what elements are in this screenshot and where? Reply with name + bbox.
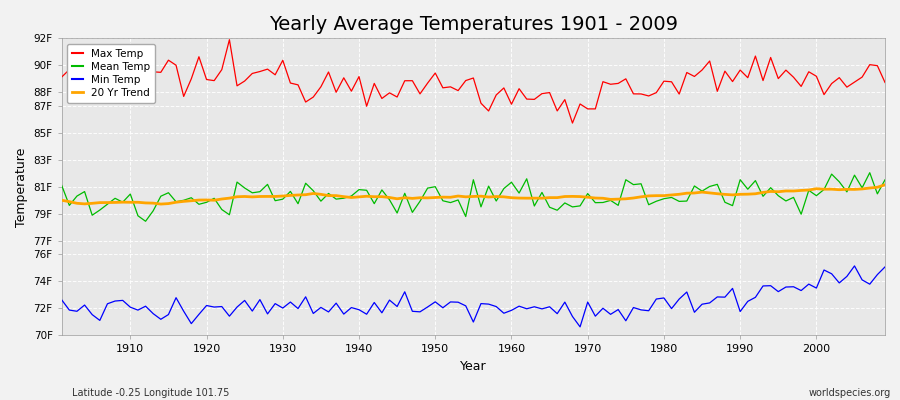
Text: worldspecies.org: worldspecies.org: [809, 388, 891, 398]
Title: Yearly Average Temperatures 1901 - 2009: Yearly Average Temperatures 1901 - 2009: [269, 15, 678, 34]
Legend: Max Temp, Mean Temp, Min Temp, 20 Yr Trend: Max Temp, Mean Temp, Min Temp, 20 Yr Tre…: [67, 44, 155, 103]
X-axis label: Year: Year: [460, 360, 487, 373]
Y-axis label: Temperature: Temperature: [15, 147, 28, 226]
Text: Latitude -0.25 Longitude 101.75: Latitude -0.25 Longitude 101.75: [72, 388, 230, 398]
